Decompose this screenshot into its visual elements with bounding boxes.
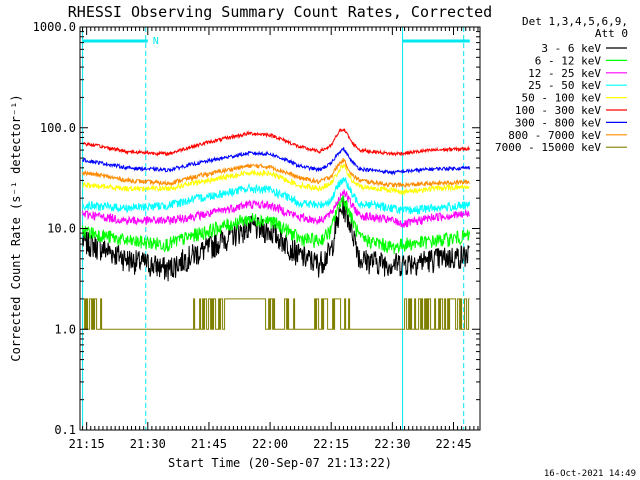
chart-title: RHESSI Observing Summary Count Rates, Co… bbox=[68, 3, 492, 21]
y-axis-label: Corrected Count Rate (s⁻¹ detector⁻¹) bbox=[9, 94, 23, 361]
series-line bbox=[82, 162, 470, 196]
legend-label: 100 - 300 keV bbox=[515, 104, 601, 117]
series-line bbox=[82, 128, 471, 157]
legend-header-detectors: Det 1,3,4,5,6,9, bbox=[522, 15, 628, 28]
series-line bbox=[82, 147, 471, 176]
y-tick-label: 1.0 bbox=[54, 322, 76, 336]
x-tick-label: 22:30 bbox=[374, 437, 410, 451]
flag-label: N bbox=[153, 36, 159, 47]
x-axis: 21:15 21:30 21:45 22:00 22:15 22:30 22:45 bbox=[69, 27, 479, 451]
y-tick-label: 100.0 bbox=[40, 121, 76, 135]
y-tick-label: 1000.0 bbox=[33, 20, 76, 34]
legend-label: 800 - 7000 keV bbox=[508, 129, 601, 142]
legend-label: 12 - 25 keV bbox=[528, 67, 601, 80]
x-tick-label: 22:45 bbox=[435, 437, 471, 451]
legend-label: 300 - 800 keV bbox=[515, 116, 601, 129]
x-axis-label: Start Time (20-Sep-07 21:13:22) bbox=[168, 456, 392, 470]
series-line bbox=[82, 158, 470, 189]
x-tick-label: 21:30 bbox=[130, 437, 166, 451]
series-line bbox=[82, 189, 470, 228]
y-tick-label: 10.0 bbox=[47, 222, 76, 236]
x-tick-label: 21:45 bbox=[191, 437, 227, 451]
legend-label: 6 - 12 keV bbox=[535, 54, 602, 67]
generation-timestamp: 16-Oct-2021 14:49 bbox=[544, 469, 636, 479]
x-tick-label: 22:00 bbox=[252, 437, 288, 451]
legend-label: 50 - 100 keV bbox=[522, 92, 602, 105]
series-layer bbox=[82, 128, 471, 330]
legend-label: 25 - 50 keV bbox=[528, 79, 601, 92]
y-tick-label: 0.1 bbox=[54, 423, 76, 437]
series-line bbox=[82, 177, 471, 216]
legend-header-attenuator: Att 0 bbox=[595, 27, 628, 40]
x-tick-label: 22:15 bbox=[313, 437, 349, 451]
series-line bbox=[82, 298, 470, 330]
series-line bbox=[82, 195, 471, 254]
flag-layer: N bbox=[82, 27, 470, 430]
legend-label: 7000 - 15000 keV bbox=[495, 141, 601, 154]
legend-label: 3 - 6 keV bbox=[541, 42, 601, 55]
x-tick-label: 21:15 bbox=[69, 437, 105, 451]
y-axis: 0.1 1.0 10.0 100.0 1000.0 bbox=[33, 20, 480, 437]
